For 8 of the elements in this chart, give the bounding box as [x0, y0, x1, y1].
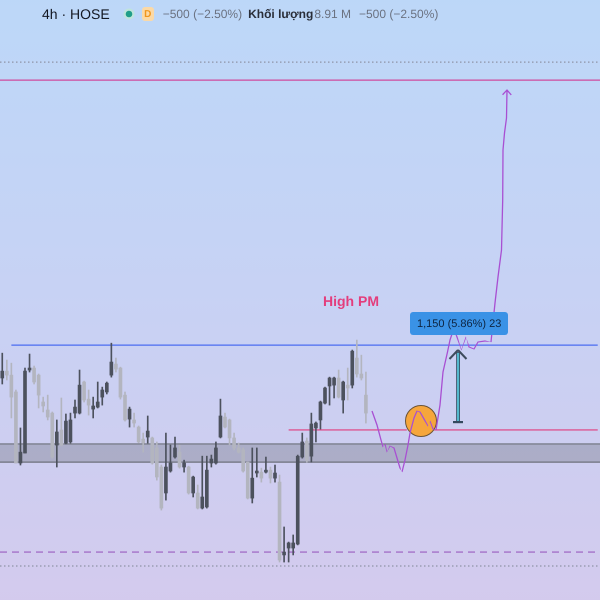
text: D	[142, 7, 154, 21]
chart-title: 4h · HOSE	[42, 6, 110, 22]
text: 1,150 (5.86%) 23	[410, 312, 508, 335]
text: 8.91 M	[314, 7, 351, 21]
text: −500 (−2.50%)	[162, 7, 242, 21]
text: High PM	[323, 293, 379, 309]
text: Khối lượng	[248, 7, 314, 21]
text: −500 (−2.50%)	[359, 7, 438, 21]
